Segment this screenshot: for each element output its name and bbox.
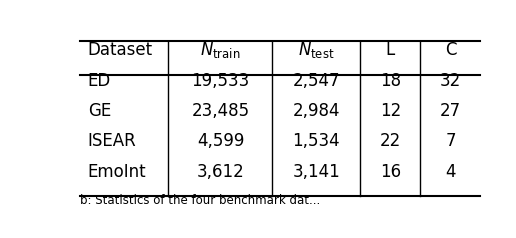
Text: 2,984: 2,984 [293,102,340,120]
Text: 3,612: 3,612 [197,163,245,180]
Text: 23,485: 23,485 [191,102,250,120]
Text: 3,141: 3,141 [293,163,341,180]
Text: L: L [386,41,395,59]
Text: EmoInt: EmoInt [88,163,147,180]
Text: $N_{\rm train}$: $N_{\rm train}$ [200,40,241,60]
Text: b: Statistics of the four benchmark dat...: b: Statistics of the four benchmark dat.… [80,194,321,207]
Text: ED: ED [88,72,111,90]
Text: 27: 27 [440,102,461,120]
Text: 18: 18 [380,72,401,90]
Text: 32: 32 [440,72,461,90]
Text: 22: 22 [380,132,401,150]
Text: Dataset: Dataset [88,41,153,59]
Text: 1,534: 1,534 [293,132,340,150]
Text: 4: 4 [445,163,456,180]
Text: 19,533: 19,533 [191,72,250,90]
Text: ISEAR: ISEAR [88,132,136,150]
Text: 4,599: 4,599 [197,132,244,150]
Text: C: C [445,41,456,59]
Text: 16: 16 [380,163,401,180]
Text: GE: GE [88,102,111,120]
Text: 2,547: 2,547 [293,72,340,90]
Text: 12: 12 [380,102,401,120]
Text: 7: 7 [445,132,456,150]
Text: $N_{\rm test}$: $N_{\rm test}$ [298,40,335,60]
